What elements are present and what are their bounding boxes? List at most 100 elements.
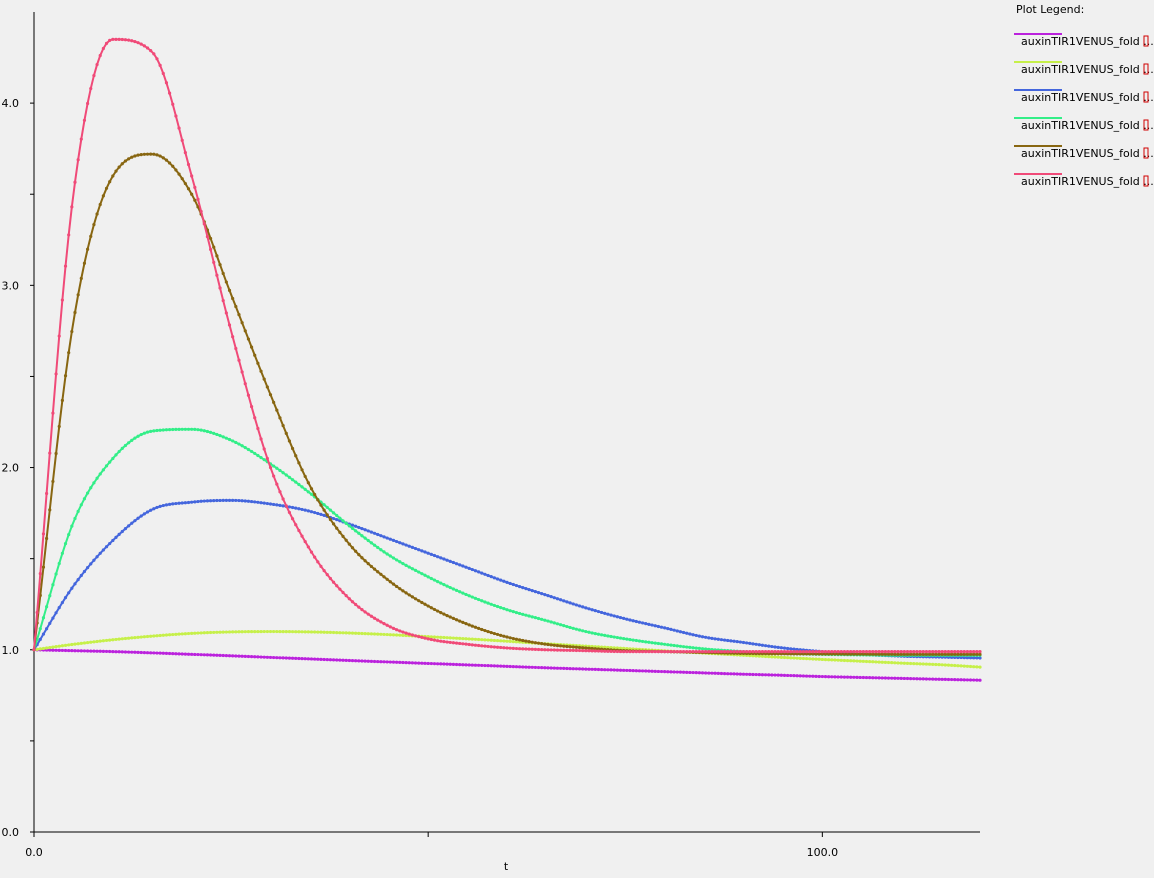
data-point bbox=[953, 650, 957, 654]
data-point bbox=[972, 650, 976, 654]
legend-checkbox[interactable] bbox=[1143, 147, 1149, 159]
data-point bbox=[357, 552, 361, 557]
data-point bbox=[927, 652, 932, 656]
series-5 bbox=[32, 152, 982, 656]
data-point bbox=[76, 642, 80, 646]
data-point bbox=[186, 652, 191, 656]
data-point bbox=[221, 298, 225, 303]
data-point bbox=[89, 640, 93, 644]
data-point bbox=[470, 637, 474, 641]
data-point bbox=[48, 648, 52, 652]
data-point bbox=[183, 652, 187, 656]
legend-checkbox[interactable] bbox=[1143, 35, 1149, 47]
data-point bbox=[666, 627, 670, 631]
data-point bbox=[199, 653, 203, 657]
data-point bbox=[782, 650, 787, 654]
data-point bbox=[782, 673, 787, 677]
data-point bbox=[391, 633, 396, 637]
data-point bbox=[786, 646, 790, 651]
data-point bbox=[918, 662, 922, 666]
data-point bbox=[483, 628, 487, 633]
data-point bbox=[319, 512, 323, 517]
data-point bbox=[681, 630, 686, 635]
data-point bbox=[763, 650, 768, 654]
data-point bbox=[530, 665, 534, 669]
legend-item[interactable]: auxinTIR1VENUS_fold ... bbox=[1014, 61, 1154, 76]
data-point bbox=[423, 602, 427, 606]
data-point bbox=[429, 637, 433, 642]
legend-item[interactable]: auxinTIR1VENUS_fold ... bbox=[1014, 117, 1154, 132]
data-point bbox=[445, 558, 449, 562]
legend-checkbox[interactable] bbox=[1143, 175, 1149, 187]
data-point bbox=[924, 650, 928, 654]
legend-item[interactable]: auxinTIR1VENUS_fold ... bbox=[1014, 89, 1154, 104]
data-point bbox=[921, 650, 925, 654]
data-point bbox=[637, 669, 642, 673]
data-point bbox=[820, 674, 824, 679]
data-point bbox=[388, 633, 392, 637]
legend-item[interactable]: auxinTIR1VENUS_fold ... bbox=[1014, 145, 1154, 160]
data-point bbox=[950, 677, 954, 682]
data-point bbox=[956, 652, 960, 656]
data-point bbox=[48, 594, 52, 598]
data-point bbox=[130, 521, 134, 525]
data-point bbox=[234, 498, 238, 503]
plot-area: 0.01.02.03.04.0 0.0 100.0 t bbox=[2, 12, 982, 873]
data-point bbox=[51, 479, 55, 484]
data-point bbox=[615, 615, 619, 619]
data-point bbox=[149, 508, 153, 512]
data-point bbox=[763, 673, 768, 677]
legend-item[interactable]: auxinTIR1VENUS_fold ... bbox=[1014, 33, 1154, 48]
legend-checkbox[interactable] bbox=[1143, 119, 1149, 131]
legend-item[interactable]: auxinTIR1VENUS_fold ... bbox=[1014, 173, 1154, 188]
data-point bbox=[410, 661, 414, 665]
legend-checkbox[interactable] bbox=[1143, 91, 1149, 103]
legend-checkbox[interactable] bbox=[1143, 63, 1149, 75]
data-point bbox=[117, 37, 121, 41]
data-point bbox=[335, 631, 339, 635]
data-point bbox=[549, 666, 553, 670]
data-point bbox=[417, 599, 421, 603]
data-point bbox=[656, 624, 660, 629]
data-point bbox=[186, 631, 191, 636]
data-point bbox=[899, 661, 903, 665]
data-point bbox=[713, 650, 717, 654]
data-point bbox=[67, 351, 71, 355]
data-point bbox=[634, 669, 638, 673]
data-point bbox=[240, 630, 244, 634]
data-point bbox=[729, 672, 733, 676]
data-point bbox=[294, 656, 298, 660]
data-point bbox=[811, 657, 815, 661]
data-point bbox=[937, 677, 941, 681]
data-point bbox=[177, 632, 181, 636]
data-point bbox=[927, 677, 932, 681]
data-point bbox=[521, 612, 525, 616]
data-point bbox=[281, 629, 285, 634]
data-point bbox=[117, 165, 121, 169]
data-point bbox=[618, 615, 623, 620]
data-point bbox=[833, 658, 837, 662]
data-point bbox=[893, 676, 897, 680]
data-point bbox=[559, 666, 563, 670]
data-point bbox=[546, 619, 550, 623]
data-point bbox=[297, 482, 301, 487]
data-point bbox=[864, 675, 869, 680]
data-point bbox=[937, 650, 941, 654]
data-point bbox=[152, 52, 156, 56]
data-point bbox=[691, 646, 695, 650]
data-point bbox=[773, 655, 777, 659]
data-point bbox=[104, 41, 109, 46]
plot-legend[interactable]: Plot Legend: auxinTIR1VENUS_fold ...auxi… bbox=[1014, 3, 1154, 188]
data-point bbox=[54, 648, 58, 652]
data-point bbox=[543, 642, 547, 646]
data-point bbox=[306, 509, 310, 513]
data-point bbox=[57, 644, 61, 648]
data-point bbox=[127, 38, 131, 42]
data-point bbox=[836, 650, 840, 654]
data-point bbox=[104, 638, 109, 643]
data-point bbox=[290, 478, 295, 482]
data-point bbox=[407, 565, 411, 569]
data-point bbox=[120, 529, 124, 534]
data-point bbox=[360, 631, 364, 636]
data-point bbox=[874, 652, 878, 656]
